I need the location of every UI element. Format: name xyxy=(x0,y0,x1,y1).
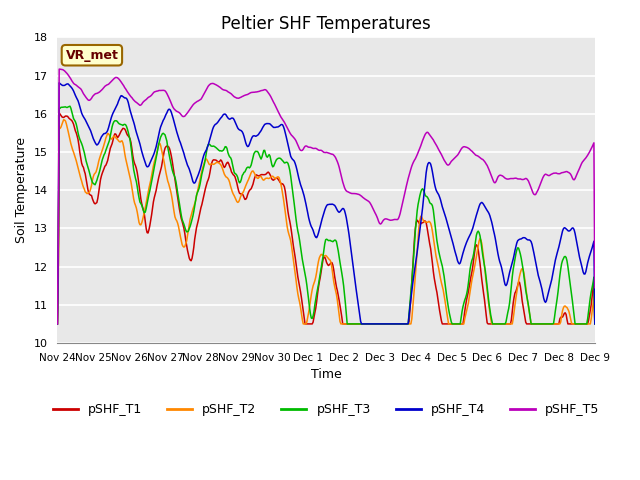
pSHF_T2 xyxy=(371,321,379,327)
pSHF_T3 xyxy=(150,169,157,175)
pSHF_T2 xyxy=(150,163,157,169)
pSHF_T2 xyxy=(60,117,68,122)
Line: pSHF_T4: pSHF_T4 xyxy=(58,83,595,324)
pSHF_T3 xyxy=(459,304,467,310)
pSHF_T1 xyxy=(150,199,157,205)
pSHF_T1 xyxy=(413,217,421,223)
pSHF_T5 xyxy=(591,285,598,290)
Line: pSHF_T1: pSHF_T1 xyxy=(58,113,595,324)
pSHF_T3 xyxy=(298,251,305,257)
pSHF_T1 xyxy=(591,321,598,327)
pSHF_T1 xyxy=(55,110,63,116)
pSHF_T4 xyxy=(591,321,598,327)
pSHF_T4 xyxy=(193,176,200,182)
pSHF_T3 xyxy=(413,208,421,214)
pSHF_T5 xyxy=(459,144,467,150)
pSHF_T3 xyxy=(371,321,379,327)
Legend: pSHF_T1, pSHF_T2, pSHF_T3, pSHF_T4, pSHF_T5: pSHF_T1, pSHF_T2, pSHF_T3, pSHF_T4, pSHF… xyxy=(48,398,604,421)
pSHF_T2 xyxy=(459,321,467,327)
pSHF_T4 xyxy=(371,321,379,327)
pSHF_T3 xyxy=(66,103,74,109)
Line: pSHF_T2: pSHF_T2 xyxy=(58,120,595,324)
Y-axis label: Soil Temperature: Soil Temperature xyxy=(15,137,28,243)
pSHF_T5 xyxy=(150,90,157,96)
pSHF_T1 xyxy=(54,321,61,327)
pSHF_T4 xyxy=(298,184,305,190)
pSHF_T2 xyxy=(413,248,421,253)
pSHF_T4 xyxy=(54,321,61,327)
pSHF_T5 xyxy=(55,66,63,72)
pSHF_T3 xyxy=(193,192,200,198)
pSHF_T4 xyxy=(55,80,63,85)
pSHF_T5 xyxy=(413,152,421,157)
Text: VR_met: VR_met xyxy=(65,49,118,62)
pSHF_T3 xyxy=(54,321,61,327)
pSHF_T1 xyxy=(298,295,305,300)
Title: Peltier SHF Temperatures: Peltier SHF Temperatures xyxy=(221,15,431,33)
pSHF_T5 xyxy=(54,321,61,327)
pSHF_T2 xyxy=(193,193,200,199)
pSHF_T4 xyxy=(150,152,157,158)
pSHF_T5 xyxy=(371,210,379,216)
Line: pSHF_T5: pSHF_T5 xyxy=(58,69,595,324)
pSHF_T3 xyxy=(591,321,598,327)
pSHF_T2 xyxy=(298,311,305,316)
pSHF_T2 xyxy=(54,321,61,327)
pSHF_T5 xyxy=(298,148,305,154)
pSHF_T4 xyxy=(413,249,421,255)
pSHF_T4 xyxy=(459,251,467,256)
pSHF_T1 xyxy=(371,321,379,327)
pSHF_T5 xyxy=(193,99,200,105)
pSHF_T2 xyxy=(591,321,598,327)
pSHF_T1 xyxy=(193,225,200,231)
X-axis label: Time: Time xyxy=(311,368,342,381)
pSHF_T1 xyxy=(459,321,467,327)
Line: pSHF_T3: pSHF_T3 xyxy=(58,106,595,324)
